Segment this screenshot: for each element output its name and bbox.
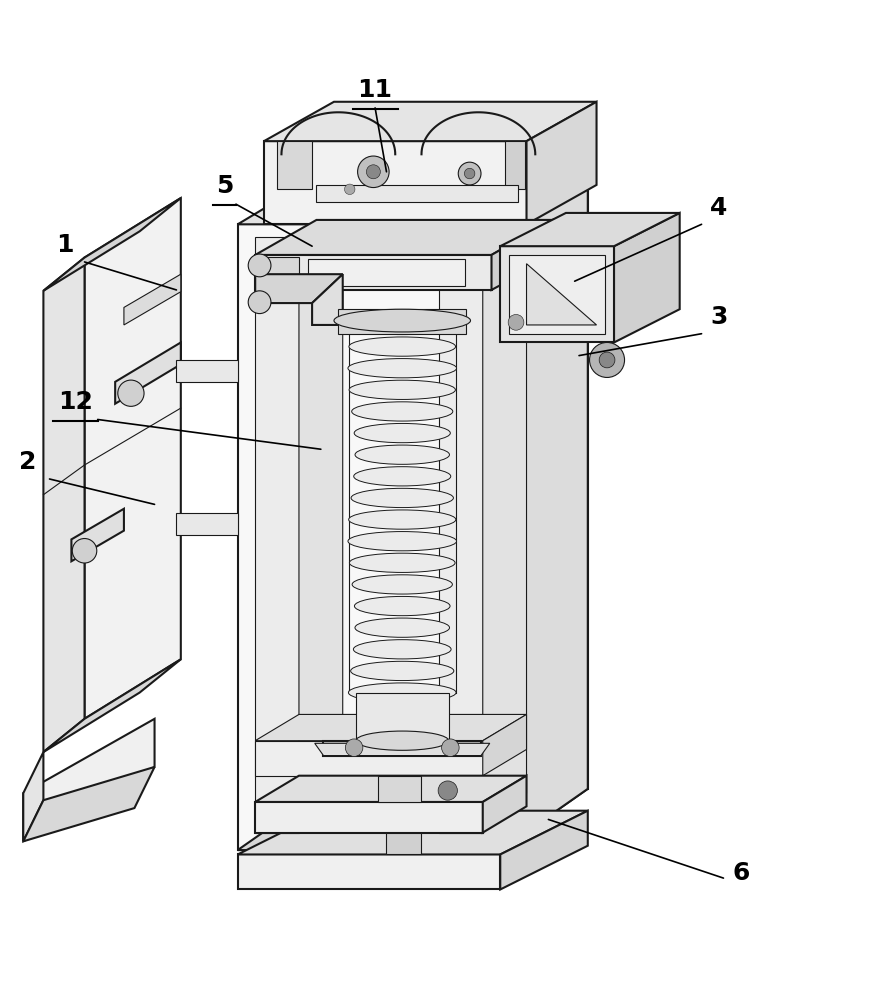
- Ellipse shape: [350, 661, 453, 681]
- Polygon shape: [238, 172, 587, 224]
- Polygon shape: [500, 811, 587, 889]
- Text: 3: 3: [709, 305, 727, 329]
- Polygon shape: [255, 237, 299, 833]
- Polygon shape: [255, 776, 526, 802]
- Text: 1: 1: [55, 233, 73, 257]
- Ellipse shape: [354, 596, 450, 616]
- Polygon shape: [277, 141, 311, 189]
- Polygon shape: [238, 811, 587, 854]
- Circle shape: [598, 352, 614, 368]
- Polygon shape: [43, 258, 84, 752]
- Circle shape: [357, 156, 389, 188]
- Polygon shape: [124, 274, 181, 325]
- Ellipse shape: [348, 510, 455, 529]
- Polygon shape: [24, 719, 154, 841]
- Ellipse shape: [347, 532, 456, 551]
- Ellipse shape: [353, 640, 451, 659]
- Polygon shape: [176, 513, 238, 535]
- Ellipse shape: [349, 380, 455, 399]
- Polygon shape: [491, 220, 553, 290]
- Polygon shape: [316, 185, 517, 202]
- Circle shape: [345, 739, 362, 756]
- Polygon shape: [509, 255, 604, 334]
- Polygon shape: [115, 342, 181, 404]
- Polygon shape: [299, 198, 342, 833]
- Polygon shape: [24, 752, 43, 841]
- Ellipse shape: [349, 553, 454, 572]
- Polygon shape: [238, 854, 500, 889]
- Circle shape: [508, 314, 524, 330]
- Polygon shape: [255, 741, 482, 776]
- Text: 6: 6: [731, 861, 749, 885]
- Text: 12: 12: [58, 390, 93, 414]
- Circle shape: [344, 184, 354, 195]
- Ellipse shape: [348, 683, 455, 702]
- Circle shape: [464, 168, 474, 179]
- Circle shape: [72, 539, 96, 563]
- Circle shape: [458, 162, 481, 185]
- Polygon shape: [307, 259, 465, 286]
- Circle shape: [366, 165, 380, 179]
- Polygon shape: [238, 224, 500, 850]
- Polygon shape: [377, 776, 421, 802]
- Text: 5: 5: [216, 174, 233, 198]
- Polygon shape: [24, 767, 154, 841]
- Polygon shape: [264, 141, 526, 224]
- Polygon shape: [255, 257, 299, 274]
- Polygon shape: [500, 213, 679, 246]
- Ellipse shape: [333, 309, 470, 332]
- Polygon shape: [255, 274, 342, 303]
- Circle shape: [441, 739, 459, 756]
- Polygon shape: [264, 102, 595, 141]
- Polygon shape: [176, 360, 238, 382]
- Polygon shape: [338, 309, 466, 334]
- Polygon shape: [255, 714, 526, 741]
- Polygon shape: [238, 789, 587, 850]
- Polygon shape: [71, 509, 124, 561]
- Ellipse shape: [351, 315, 453, 335]
- Polygon shape: [255, 255, 491, 290]
- Circle shape: [588, 342, 624, 377]
- Polygon shape: [323, 741, 481, 756]
- Polygon shape: [500, 172, 587, 850]
- Polygon shape: [438, 237, 482, 833]
- Polygon shape: [43, 659, 181, 752]
- Polygon shape: [314, 743, 489, 756]
- Ellipse shape: [353, 467, 450, 486]
- Ellipse shape: [352, 575, 452, 594]
- Polygon shape: [613, 213, 679, 342]
- Circle shape: [438, 781, 457, 800]
- Circle shape: [118, 380, 144, 406]
- Polygon shape: [504, 141, 524, 189]
- Polygon shape: [482, 714, 526, 776]
- Ellipse shape: [353, 423, 450, 443]
- Polygon shape: [386, 833, 421, 854]
- Polygon shape: [500, 246, 613, 342]
- Polygon shape: [255, 220, 553, 255]
- Ellipse shape: [347, 359, 456, 378]
- Circle shape: [248, 254, 271, 277]
- Polygon shape: [355, 693, 448, 741]
- Polygon shape: [482, 198, 526, 833]
- Ellipse shape: [351, 488, 453, 508]
- Polygon shape: [526, 102, 595, 224]
- Polygon shape: [311, 274, 342, 325]
- Polygon shape: [482, 776, 526, 833]
- Polygon shape: [84, 198, 181, 719]
- Ellipse shape: [354, 618, 449, 637]
- Ellipse shape: [348, 337, 455, 356]
- Circle shape: [248, 291, 271, 314]
- Text: 2: 2: [19, 450, 36, 474]
- Polygon shape: [324, 172, 587, 789]
- Ellipse shape: [352, 402, 453, 421]
- Polygon shape: [526, 264, 595, 325]
- Ellipse shape: [355, 731, 448, 750]
- Text: 4: 4: [709, 196, 727, 220]
- Ellipse shape: [354, 445, 449, 464]
- Polygon shape: [43, 198, 181, 291]
- Text: 11: 11: [357, 78, 392, 102]
- Polygon shape: [255, 802, 482, 833]
